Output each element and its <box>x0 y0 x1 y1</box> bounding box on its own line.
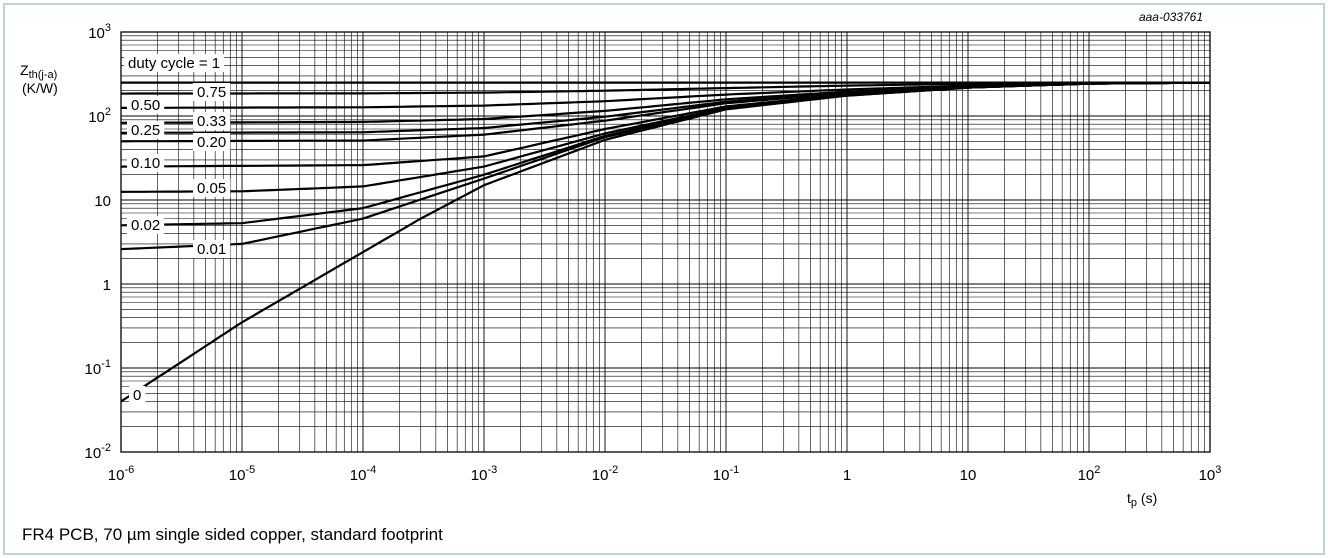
curve-label-text: 0.75 <box>197 84 226 101</box>
curve-label-text: 0.05 <box>197 180 226 197</box>
curve-label: 0.01 <box>193 240 231 258</box>
curve-label-text: 0.25 <box>131 122 160 139</box>
x-tick-label: 1 <box>843 467 851 484</box>
curve-label: 0.02 <box>127 216 165 234</box>
x-tick-label: 10-1 <box>713 464 739 484</box>
curve-label-background <box>127 96 165 114</box>
x-tick-label: 10-2 <box>592 464 618 484</box>
y-tick-label: 10-2 <box>85 442 111 462</box>
series-line <box>120 81 1210 403</box>
curve-label-text: 0.01 <box>197 241 226 258</box>
curve-label-background <box>129 386 146 404</box>
curve-label-background <box>193 240 231 258</box>
y-axis-label-symbol: Zth(j-a) <box>20 62 57 81</box>
curve-label-background <box>193 179 231 197</box>
y-tick-label: 1 <box>103 277 111 294</box>
curve-label-text: 0 <box>133 387 141 404</box>
figure-caption: FR4 PCB, 70 µm single sided copper, stan… <box>22 525 443 544</box>
curve-label-background <box>127 216 165 234</box>
curve-label-text: 0.02 <box>131 217 160 234</box>
curve-label: 0.05 <box>193 179 231 197</box>
curve-label-background <box>193 83 231 101</box>
curve-label-background <box>127 121 165 139</box>
curve-label-background <box>193 112 231 130</box>
y-tick-label: 10 <box>94 193 111 210</box>
y-tick-label: 102 <box>88 106 111 126</box>
y-tick-label: 10-1 <box>85 358 111 378</box>
curves <box>120 81 1210 403</box>
plot-area <box>120 31 1211 453</box>
curve-label-text: duty cycle = 1 <box>128 55 220 72</box>
curve-label-text: 0.50 <box>131 97 160 114</box>
curve-label-background <box>124 54 225 72</box>
curve-label: 0.10 <box>127 154 165 172</box>
x-tick-label: 10-6 <box>108 464 134 484</box>
x-tick-label: 10-5 <box>229 464 255 484</box>
curve-label: 0.75 <box>193 83 231 101</box>
x-tick-label: 10-4 <box>350 464 376 484</box>
x-tick-label: 102 <box>1078 464 1101 484</box>
curve-label-background <box>127 154 165 172</box>
y-tick-label: 103 <box>88 22 111 42</box>
grid <box>120 31 1211 453</box>
curve-label: duty cycle = 1 <box>124 54 225 72</box>
x-tick-label: 10-3 <box>471 464 497 484</box>
y-axis-label-unit: (K/W) <box>22 80 58 96</box>
curve-label: 0.33 <box>193 112 231 130</box>
curve-label: 0.25 <box>127 121 165 139</box>
curve-label-text: 0.10 <box>131 155 160 172</box>
curve-label-text: 0.20 <box>197 134 226 151</box>
x-tick-label: 10 <box>960 467 977 484</box>
x-tick-label: 103 <box>1199 464 1222 484</box>
curve-labels: duty cycle = 1 0.75 0.50 0.33 0.25 0.20 0.10 0.… <box>124 54 231 404</box>
x-axis-label: tp (s) <box>1127 490 1157 509</box>
curve-label-background <box>193 133 231 151</box>
curve-label: 0.20 <box>193 133 231 151</box>
curve-label: 0.50 <box>127 96 165 114</box>
curve-label: 0 <box>129 386 146 404</box>
curve-label-text: 0.33 <box>197 113 226 130</box>
figure-border <box>3 3 1325 555</box>
figure-id: aaa-033761 <box>1139 10 1203 24</box>
